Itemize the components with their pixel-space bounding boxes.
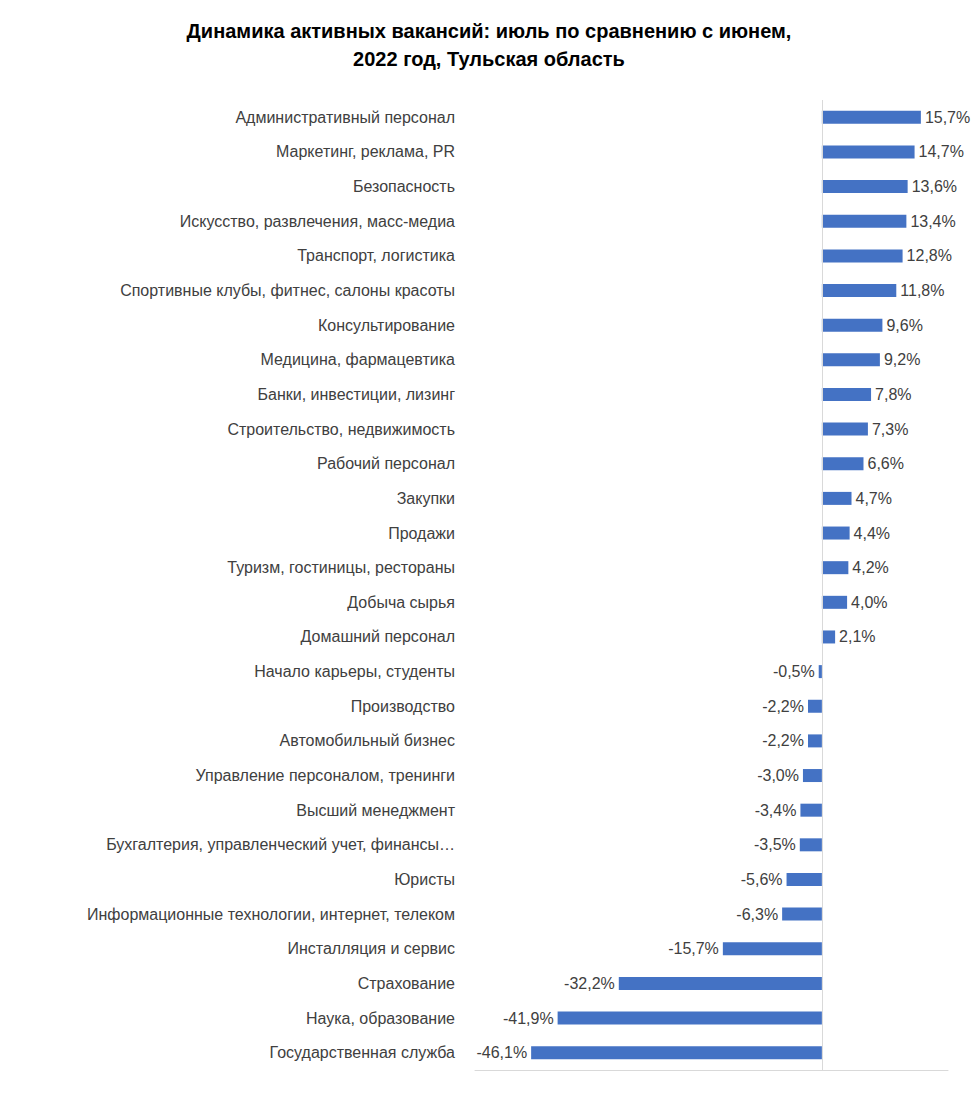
svg-text:-5,6%: -5,6% xyxy=(741,871,783,888)
svg-text:-0,5%: -0,5% xyxy=(773,663,815,680)
svg-text:-15,7%: -15,7% xyxy=(668,940,719,957)
svg-text:Инсталляция и сервис: Инсталляция и сервис xyxy=(287,940,455,957)
svg-text:Юристы: Юристы xyxy=(394,871,455,888)
svg-text:Управление персоналом, тренинг: Управление персоналом, тренинги xyxy=(196,767,455,784)
svg-text:Спортивные клубы, фитнес, сало: Спортивные клубы, фитнес, салоны красоты xyxy=(120,282,455,299)
svg-text:Динамика активных вакансий: ию: Динамика активных вакансий: июль по срав… xyxy=(187,20,792,42)
svg-text:Закупки: Закупки xyxy=(397,490,455,507)
svg-text:Страхование: Страхование xyxy=(358,975,455,992)
svg-text:-41,9%: -41,9% xyxy=(503,1010,554,1027)
svg-text:Консультирование: Консультирование xyxy=(318,317,455,334)
svg-text:Безопасность: Безопасность xyxy=(353,178,455,195)
svg-text:-32,2%: -32,2% xyxy=(564,975,615,992)
svg-text:Государственная служба: Государственная служба xyxy=(270,1044,456,1061)
svg-text:Рабочий персонал: Рабочий персонал xyxy=(317,455,455,472)
svg-text:Продажи: Продажи xyxy=(388,525,455,542)
svg-text:Маркетинг, реклама, PR: Маркетинг, реклама, PR xyxy=(276,143,455,160)
svg-text:Строительство, недвижимость: Строительство, недвижимость xyxy=(227,421,455,438)
svg-text:Производство: Производство xyxy=(351,698,455,715)
svg-text:Бухгалтерия, управленческий уч: Бухгалтерия, управленческий учет, финанс… xyxy=(106,836,455,853)
svg-text:Транспорт, логистика: Транспорт, логистика xyxy=(297,247,455,264)
svg-text:Туризм, гостиницы, рестораны: Туризм, гостиницы, рестораны xyxy=(227,559,455,576)
svg-text:2,1%: 2,1% xyxy=(839,628,875,645)
svg-text:-2,2%: -2,2% xyxy=(762,698,804,715)
svg-text:-3,0%: -3,0% xyxy=(757,767,799,784)
svg-text:Начало карьеры, студенты: Начало карьеры, студенты xyxy=(254,663,455,680)
svg-text:12,8%: 12,8% xyxy=(907,247,952,264)
svg-text:Добыча сырья: Добыча сырья xyxy=(347,594,455,611)
svg-text:Информационные технологии, инт: Информационные технологии, интернет, тел… xyxy=(87,906,455,923)
svg-text:4,0%: 4,0% xyxy=(851,594,887,611)
svg-text:Административный персонал: Административный персонал xyxy=(235,109,455,126)
svg-text:14,7%: 14,7% xyxy=(919,143,964,160)
svg-text:4,2%: 4,2% xyxy=(852,559,888,576)
svg-text:-6,3%: -6,3% xyxy=(736,906,778,923)
svg-text:2022 год, Тульская область: 2022 год, Тульская область xyxy=(353,48,625,70)
svg-text:9,2%: 9,2% xyxy=(884,351,920,368)
svg-text:Наука, образование: Наука, образование xyxy=(306,1010,455,1027)
svg-text:Медицина, фармацевтика: Медицина, фармацевтика xyxy=(261,351,456,368)
svg-text:13,4%: 13,4% xyxy=(910,213,955,230)
svg-text:Искусство, развлечения, масс-м: Искусство, развлечения, масс-медиа xyxy=(180,213,455,230)
svg-text:Автомобильный бизнес: Автомобильный бизнес xyxy=(280,732,455,749)
svg-text:4,4%: 4,4% xyxy=(854,525,890,542)
svg-text:Высший менеджмент: Высший менеджмент xyxy=(296,802,455,819)
svg-text:Банки, инвестиции, лизинг: Банки, инвестиции, лизинг xyxy=(258,386,456,403)
svg-text:7,3%: 7,3% xyxy=(872,421,908,438)
svg-text:-46,1%: -46,1% xyxy=(476,1044,527,1061)
svg-text:-3,4%: -3,4% xyxy=(755,802,797,819)
svg-text:11,8%: 11,8% xyxy=(900,282,944,299)
svg-text:15,7%: 15,7% xyxy=(925,109,970,126)
svg-text:-3,5%: -3,5% xyxy=(754,836,796,853)
svg-text:7,8%: 7,8% xyxy=(875,386,911,403)
svg-text:9,6%: 9,6% xyxy=(886,317,922,334)
svg-text:13,6%: 13,6% xyxy=(912,178,957,195)
svg-text:Домашний персонал: Домашний персонал xyxy=(301,628,455,645)
svg-text:-2,2%: -2,2% xyxy=(762,732,804,749)
svg-text:6,6%: 6,6% xyxy=(867,455,903,472)
svg-text:4,7%: 4,7% xyxy=(856,490,892,507)
